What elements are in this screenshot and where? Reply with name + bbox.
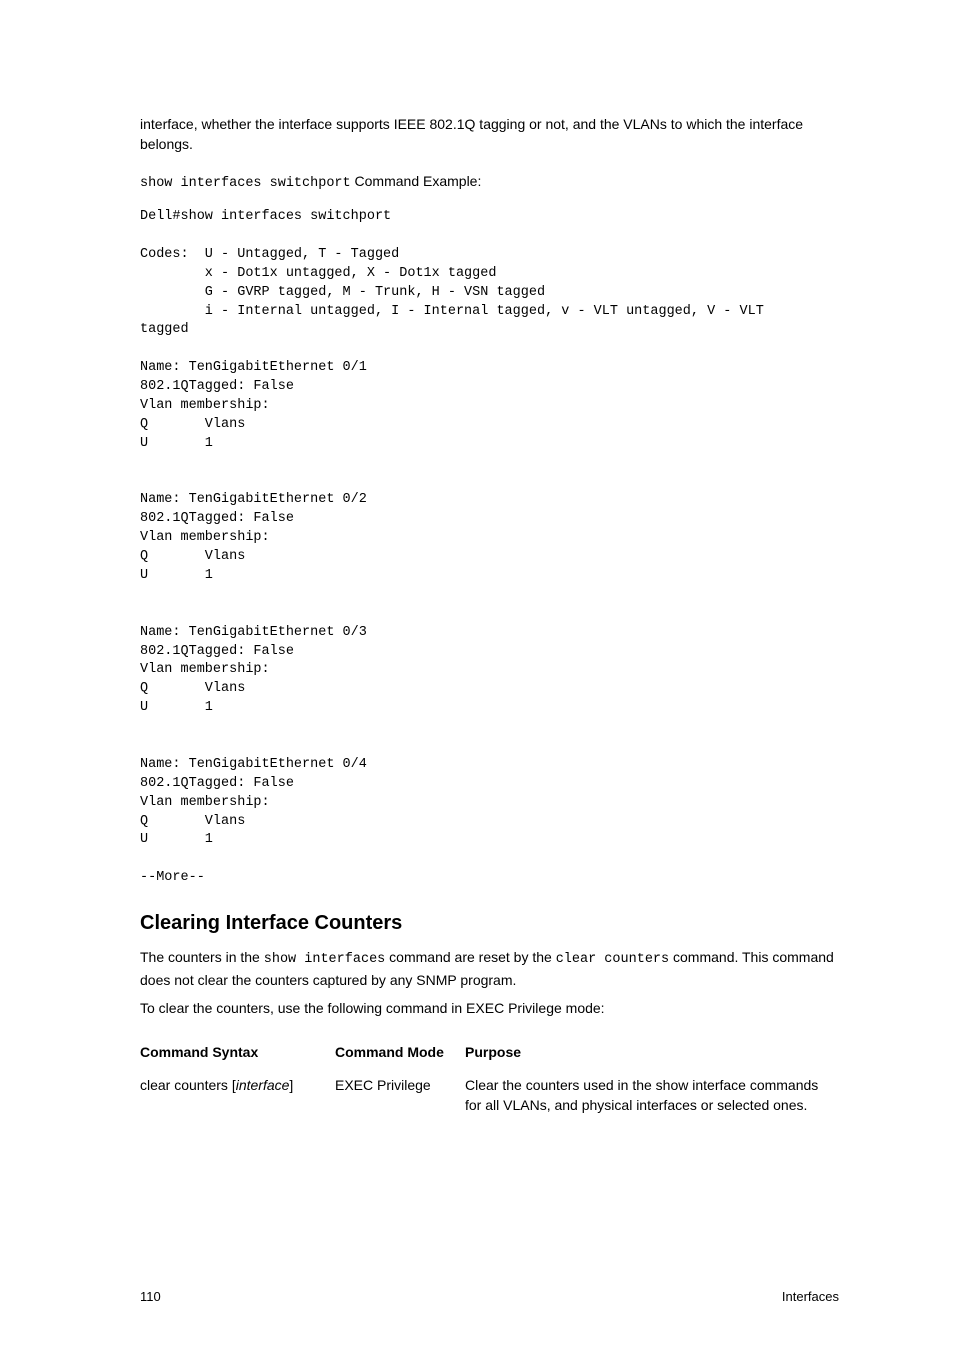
- p1-text-1: The counters in the: [140, 949, 264, 965]
- table-header-row: Command Syntax Command Mode Purpose: [140, 1040, 839, 1072]
- terminal-output: Dell#show interfaces switchport Codes: U…: [140, 208, 839, 888]
- cell-purpose: Clear the counters used in the show inte…: [465, 1072, 839, 1119]
- example-caption: show interfaces switchport Command Examp…: [140, 172, 839, 194]
- example-command: show interfaces switchport: [140, 176, 351, 191]
- cell-syntax: clear counters [interface]: [140, 1072, 335, 1119]
- command-table: Command Syntax Command Mode Purpose clea…: [140, 1040, 839, 1119]
- example-caption-rest: Command Example:: [351, 173, 482, 189]
- table-row: clear counters [interface] EXEC Privileg…: [140, 1072, 839, 1119]
- p1-text-2: command are reset by the: [385, 949, 555, 965]
- cell-mode: EXEC Privilege: [335, 1072, 465, 1119]
- page-content: interface, whether the interface support…: [0, 0, 954, 1349]
- syntax-suffix: ]: [289, 1077, 293, 1093]
- header-purpose: Purpose: [465, 1040, 839, 1072]
- intro-paragraph: interface, whether the interface support…: [140, 115, 839, 154]
- syntax-italic: interface: [236, 1077, 290, 1093]
- p1-mono-2: clear counters: [556, 952, 669, 967]
- clearing-para-2: To clear the counters, use the following…: [140, 998, 839, 1018]
- footer-section: Interfaces: [782, 1289, 839, 1304]
- section-heading: Clearing Interface Counters: [140, 912, 839, 935]
- footer-page-number: 110: [140, 1289, 161, 1304]
- syntax-prefix: clear counters [: [140, 1077, 236, 1093]
- header-mode: Command Mode: [335, 1040, 465, 1072]
- header-syntax: Command Syntax: [140, 1040, 335, 1072]
- clearing-para-1: The counters in the show interfaces comm…: [140, 947, 839, 990]
- p1-mono-1: show interfaces: [264, 952, 386, 967]
